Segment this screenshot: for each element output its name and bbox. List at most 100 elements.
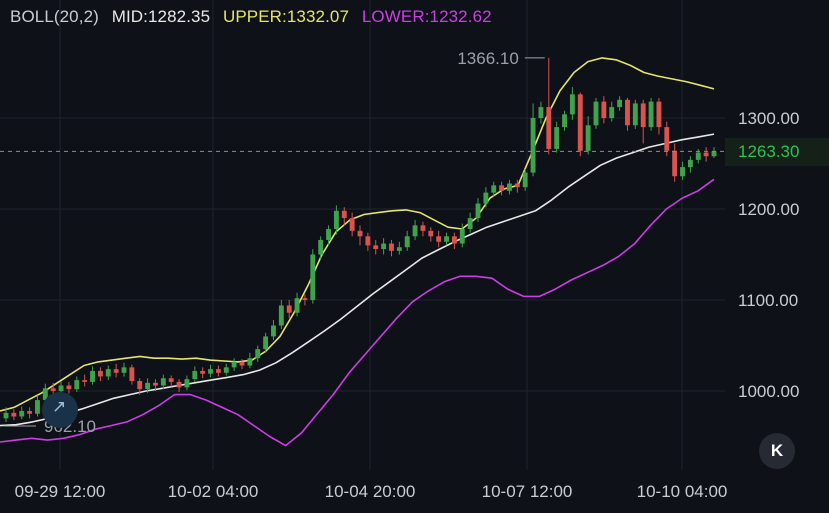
- candle-body: [632, 103, 638, 126]
- candle-body: [90, 370, 95, 382]
- candle-body: [585, 125, 591, 151]
- candle-body: [105, 369, 111, 377]
- candle-body: [318, 239, 324, 255]
- x-tick-label: 10-02 04:00: [168, 482, 259, 501]
- candle-body: [3, 412, 9, 419]
- max-annotation-label: 1366.10: [457, 49, 518, 68]
- x-tick-label: 10-07 12:00: [482, 482, 573, 501]
- candle-body: [326, 229, 331, 240]
- candle-body: [66, 385, 72, 390]
- candle-body: [271, 325, 276, 337]
- candle-body: [428, 230, 434, 237]
- candle-body: [640, 103, 646, 128]
- legend-upper: UPPER:1332.07: [222, 7, 350, 26]
- candle-body: [538, 107, 544, 118]
- candle-body: [42, 388, 48, 401]
- band-upper-line: [0, 57, 715, 412]
- candle-body: [153, 382, 158, 386]
- candle-body: [436, 236, 442, 242]
- current-price-label: 1263.30: [725, 138, 829, 166]
- candle-body: [483, 192, 489, 204]
- expand-bubble[interactable]: ↗: [42, 392, 78, 428]
- candle-body: [208, 369, 213, 374]
- candle-body: [160, 378, 166, 386]
- candle-body: [333, 210, 339, 230]
- candle-body: [569, 94, 575, 115]
- grid: [0, 0, 725, 470]
- candle-body: [215, 369, 221, 373]
- candle-body: [459, 229, 465, 244]
- candle-body: [499, 185, 505, 191]
- candle-body: [593, 101, 599, 126]
- candle-body: [389, 243, 394, 251]
- indicator-legend: BOLL(20,2) MID:1282.35 UPPER:1332.07 LOW…: [10, 7, 500, 27]
- arrow-up-right-icon: ↗: [52, 397, 67, 416]
- candle-body: [19, 411, 25, 417]
- candle-body: [695, 152, 701, 160]
- candle-body: [522, 172, 528, 188]
- candle-body: [444, 236, 449, 242]
- candle-body: [711, 151, 717, 157]
- candle-body: [609, 107, 615, 118]
- candle-body: [121, 367, 127, 373]
- candle-body: [11, 412, 17, 417]
- candle-body: [467, 218, 473, 230]
- x-tick-label: 09-29 12:00: [15, 482, 106, 501]
- candle-body: [381, 243, 387, 250]
- candle-body: [357, 230, 363, 237]
- candle-body: [680, 167, 685, 177]
- candle-body: [58, 385, 64, 391]
- candle-body: [27, 411, 33, 414]
- candle-body: [664, 127, 670, 151]
- candle-body: [113, 369, 119, 373]
- band-mid-line: [0, 133, 715, 427]
- bollinger-bands: [0, 57, 715, 447]
- candle-body: [404, 236, 410, 248]
- y-tick-label: 1300.00: [738, 109, 799, 128]
- candle-body: [302, 298, 308, 300]
- candle-body: [200, 370, 206, 374]
- candle-body: [231, 361, 237, 368]
- candle-body: [239, 361, 245, 366]
- candle-body: [74, 380, 80, 390]
- candle-body: [192, 370, 198, 380]
- chevron-left-bar-icon: K: [770, 441, 784, 460]
- candle-body: [554, 127, 560, 149]
- candle-body: [247, 358, 253, 366]
- candle-body: [514, 183, 520, 188]
- candle-body: [420, 225, 426, 231]
- candle-body: [278, 305, 284, 326]
- candle-body: [82, 380, 88, 382]
- candle-body: [475, 203, 481, 219]
- current-price-value: 1263.30: [738, 142, 800, 161]
- collapse-button[interactable]: K: [759, 433, 795, 469]
- candle-body: [601, 101, 607, 118]
- candle-body: [546, 107, 552, 149]
- y-tick-label: 1100.00: [738, 291, 798, 310]
- candle-body: [223, 367, 229, 373]
- candle-body: [373, 245, 379, 250]
- candle-body: [137, 380, 143, 390]
- candle-body: [341, 210, 347, 219]
- band-lower-line: [0, 178, 715, 447]
- axes: 1000.00 1100.00 1200.00 1300.00 09-29 12:00 1…: [15, 109, 800, 501]
- candle-body: [365, 236, 371, 246]
- candle-body: [310, 254, 316, 300]
- candle-body: [617, 99, 623, 108]
- candle-body: [263, 336, 269, 350]
- candle-body: [97, 370, 103, 377]
- candle-body: [349, 218, 355, 231]
- candle-body: [672, 150, 678, 177]
- candle-body: [625, 99, 630, 126]
- candle-body: [451, 236, 457, 244]
- candle-body: [562, 114, 567, 128]
- candles: [3, 57, 717, 422]
- legend-lower: LOWER:1232.62: [361, 7, 492, 26]
- y-tick-label: 1200.00: [738, 200, 799, 219]
- candle-body: [412, 225, 418, 237]
- candle-body: [577, 94, 583, 151]
- candle-body: [168, 378, 174, 382]
- legend-mid: MID:1282.35: [111, 7, 211, 26]
